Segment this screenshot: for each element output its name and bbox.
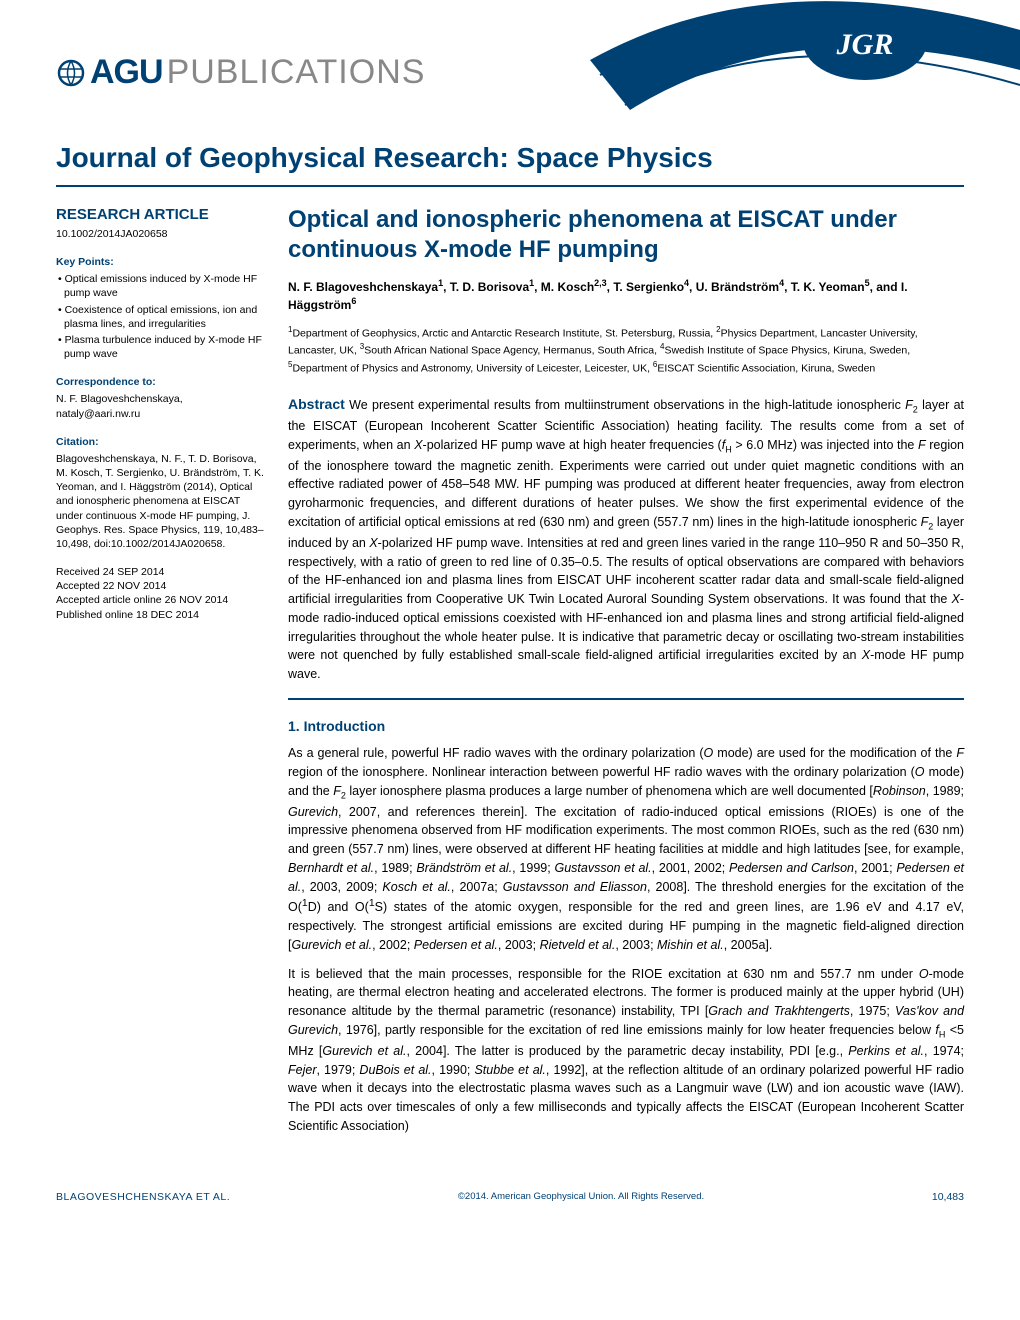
dates: Received 24 SEP 2014 Accepted 22 NOV 201…	[56, 565, 264, 622]
svg-text:JGR: JGR	[836, 28, 894, 61]
footer-copyright: ©2014. American Geophysical Union. All R…	[458, 1190, 704, 1204]
correspondence: N. F. Blagoveshchenskaya, nataly@aari.nw…	[56, 392, 264, 420]
citation-head: Citation:	[56, 435, 264, 449]
key-points-head: Key Points:	[56, 255, 264, 269]
agu-globe-icon	[56, 58, 86, 88]
article-title: Optical and ionospheric phenomena at EIS…	[288, 205, 964, 265]
key-point: Optical emissions induced by X-mode HF p…	[56, 272, 264, 300]
key-point: Coexistence of optical emissions, ion an…	[56, 303, 264, 331]
authors: N. F. Blagoveshchenskaya1, T. D. Borisov…	[288, 277, 964, 315]
divider	[288, 698, 964, 700]
key-point: Plasma turbulence induced by X-mode HF p…	[56, 333, 264, 361]
body-paragraph: It is believed that the main processes, …	[288, 965, 964, 1136]
affiliations: 1Department of Geophysics, Arctic and An…	[288, 324, 964, 376]
sidebar: RESEARCH ARTICLE 10.1002/2014JA020658 Ke…	[56, 205, 264, 1146]
main-column: Optical and ionospheric phenomena at EIS…	[288, 205, 964, 1146]
abstract-label: Abstract	[288, 396, 345, 412]
body-paragraph: As a general rule, powerful HF radio wav…	[288, 744, 964, 955]
journal-title: Journal of Geophysical Research: Space P…	[56, 138, 964, 187]
publisher-header: AGU PUBLICATIONS JGR	[56, 48, 964, 120]
footer-page-number: 10,483	[932, 1190, 964, 1205]
citation: Blagoveshchenskaya, N. F., T. D. Borisov…	[56, 452, 264, 551]
correspondence-head: Correspondence to:	[56, 375, 264, 389]
abstract: Abstract We present experimental results…	[288, 394, 964, 684]
agu-mark: AGU	[90, 48, 163, 97]
doi: 10.1002/2014JA020658	[56, 227, 264, 241]
page-footer: BLAGOVESHCHENSKAYA ET AL. ©2014. America…	[0, 1176, 1020, 1225]
article-type: RESEARCH ARTICLE	[56, 205, 264, 225]
section-heading: 1. Introduction	[288, 716, 964, 736]
footer-authors: BLAGOVESHCHENSKAYA ET AL.	[56, 1190, 230, 1205]
agu-publications-word: PUBLICATIONS	[167, 48, 426, 97]
jgr-badge-arc: JGR	[590, 0, 1020, 140]
